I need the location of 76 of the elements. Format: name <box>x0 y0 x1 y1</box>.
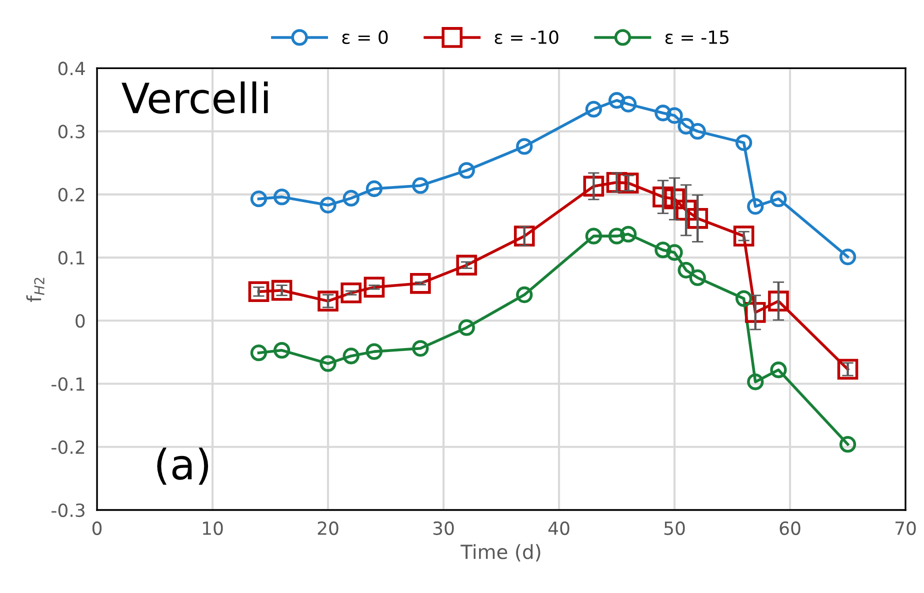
point <box>250 190 268 208</box>
point <box>248 281 270 302</box>
point <box>516 138 533 155</box>
point <box>342 348 360 364</box>
point <box>837 358 858 380</box>
point <box>839 248 856 266</box>
point <box>458 319 475 336</box>
annotation: (a) <box>157 448 208 485</box>
point <box>666 244 683 261</box>
annotation: Vercelli <box>122 81 268 114</box>
point <box>770 190 787 208</box>
x-tick-label: 20 <box>318 521 338 536</box>
y-tick-label: -0.3 <box>52 503 84 518</box>
point <box>583 176 604 197</box>
point <box>320 355 336 372</box>
point <box>839 436 856 453</box>
point <box>768 290 789 312</box>
point <box>608 228 626 244</box>
point <box>340 282 362 304</box>
point <box>366 343 383 360</box>
x-tick-label: 40 <box>548 521 570 536</box>
point <box>410 272 431 294</box>
point <box>664 188 685 210</box>
point <box>366 180 383 198</box>
point <box>678 118 694 135</box>
legend-label: ε = -15 <box>665 30 729 44</box>
point <box>585 228 602 244</box>
y-tick-label: 0.2 <box>58 188 84 202</box>
point <box>364 276 385 298</box>
y-tick-label: 0 <box>76 314 85 328</box>
point <box>412 177 429 194</box>
x-tick-label: 50 <box>664 521 685 536</box>
x-tick-label: 60 <box>780 521 800 536</box>
point <box>770 362 787 378</box>
y-tick-label: 0.1 <box>58 250 84 265</box>
x-tick-label: 70 <box>896 521 916 536</box>
x-tick-label: 30 <box>433 521 454 536</box>
point <box>412 340 429 357</box>
y-tick-label: -0.2 <box>52 440 84 454</box>
point <box>733 226 754 246</box>
y-axis-title: f$_{H2}$ <box>26 278 44 302</box>
point <box>620 96 637 113</box>
point <box>747 198 764 215</box>
point <box>654 242 672 258</box>
legend-label: ε = -10 <box>494 30 558 44</box>
y-tick-label: -0.1 <box>52 377 84 391</box>
point <box>747 374 764 390</box>
x-tick-label: 10 <box>203 521 223 536</box>
point <box>687 208 708 229</box>
point <box>273 342 290 359</box>
point <box>735 134 752 151</box>
point <box>271 280 292 301</box>
point <box>273 188 290 206</box>
point <box>676 200 696 221</box>
y-tick-label: 0.3 <box>58 124 84 138</box>
point <box>458 162 475 179</box>
point <box>456 254 478 276</box>
legend-label: ε = 0 <box>342 30 388 44</box>
point <box>585 100 602 118</box>
x-tick-label: 0 <box>92 521 102 536</box>
point <box>678 262 694 278</box>
point <box>342 190 360 207</box>
point <box>608 92 626 109</box>
point <box>320 196 336 214</box>
point <box>689 122 706 140</box>
point <box>666 107 683 124</box>
point <box>652 186 674 208</box>
point <box>735 290 752 307</box>
point <box>620 226 637 243</box>
point <box>689 269 706 286</box>
y-tick-label: 0.4 <box>58 62 85 76</box>
point <box>318 290 338 312</box>
point <box>516 286 533 304</box>
x-axis-title: Time (d) <box>460 544 540 562</box>
point <box>654 104 672 122</box>
point <box>250 344 268 362</box>
